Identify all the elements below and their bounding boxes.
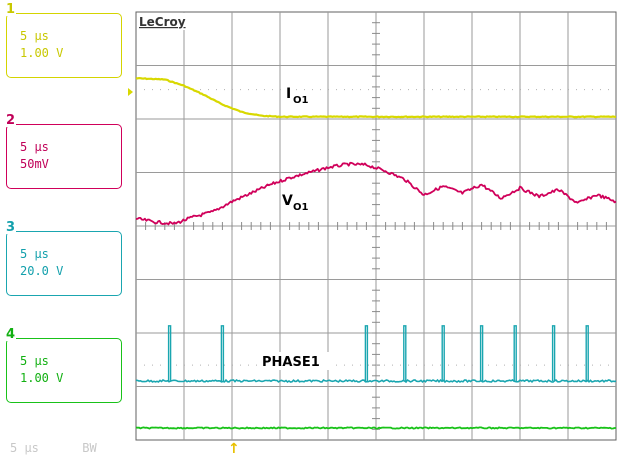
ch4-trace <box>135 426 616 430</box>
phase1-pulse <box>220 325 225 381</box>
channel-2-box[interactable]: 2 5 μs 50mV <box>5 114 122 189</box>
channel-3-number: 3 <box>5 220 17 235</box>
channel-3-scale: 20.0 V <box>20 264 64 278</box>
phase1-pulse <box>441 325 445 381</box>
channel-3-timebase: 5 μs <box>20 247 49 261</box>
phase1-pulse <box>585 325 589 381</box>
phase1-pulse <box>479 325 484 381</box>
phase1-label-bg <box>260 352 336 370</box>
channel-3-box[interactable]: 3 5 μs 20.0 V <box>5 221 122 296</box>
phase1-pulse <box>364 325 369 381</box>
vo1-label: V O1 <box>282 193 309 213</box>
ch1-offset-marker <box>128 88 133 96</box>
phase1-pulse <box>551 325 556 381</box>
trace-group <box>135 76 617 430</box>
io1-label: I O1 <box>286 86 309 106</box>
io1-label-sub: O1 <box>293 95 309 106</box>
vo1-trace <box>135 161 617 226</box>
footer-bw: BW <box>82 441 97 455</box>
vo1-label-sub: O1 <box>293 202 309 213</box>
footer-timebase: 5 μs <box>10 441 39 455</box>
channel-4-scale: 1.00 V <box>20 371 64 385</box>
channel-2-scale: 50mV <box>20 157 49 171</box>
trigger-marker: ↑ <box>228 441 240 454</box>
graticule-grid <box>136 12 616 440</box>
phase1-label: PHASE1 <box>262 355 320 370</box>
channel-2-timebase: 5 μs <box>20 140 49 154</box>
channel-1-scale: 1.00 V <box>20 46 64 60</box>
vo1-label-main: V <box>282 193 293 209</box>
phase1-trace <box>135 378 617 384</box>
phase1-pulse <box>403 325 407 381</box>
status-footer: 5 μs BW <box>10 441 97 455</box>
channel-4-box[interactable]: 4 5 μs 1.00 V <box>5 328 122 403</box>
phase1-pulse <box>513 325 517 381</box>
brand-label: LeCroy <box>139 15 186 29</box>
phase1-pulse <box>167 325 172 381</box>
channel-1-number: 1 <box>5 2 17 17</box>
channel-4-number: 4 <box>5 327 17 342</box>
channel-4-timebase: 5 μs <box>20 354 49 368</box>
io1-label-main: I <box>286 86 291 102</box>
channel-2-number: 2 <box>5 113 17 128</box>
channel-1-box[interactable]: 1 5 μs 1.00 V <box>5 3 122 78</box>
channel-1-timebase: 5 μs <box>20 29 49 43</box>
brand-badge-bg <box>137 13 189 30</box>
io1-trace <box>135 76 616 119</box>
